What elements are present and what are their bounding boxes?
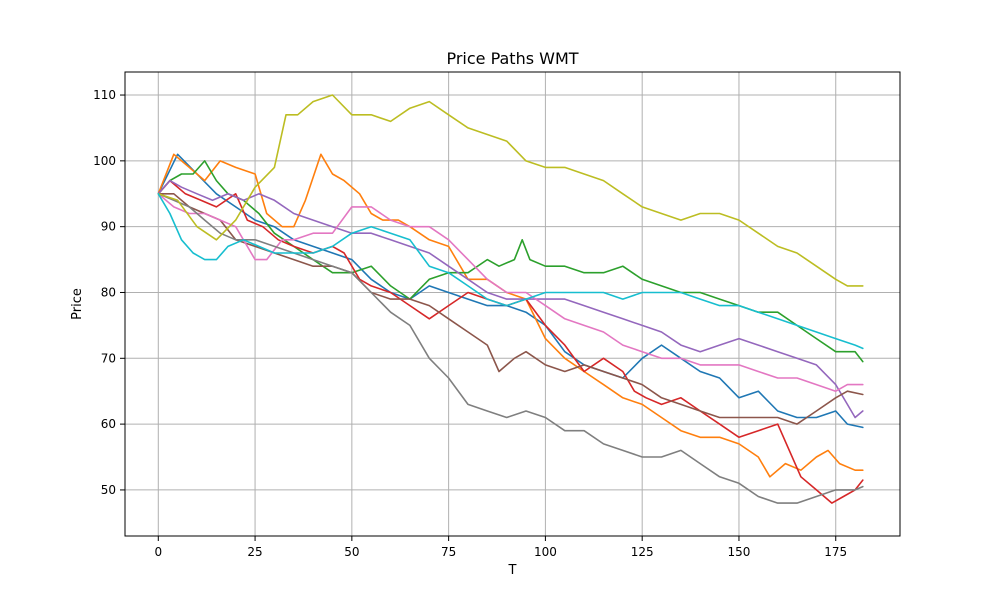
y-tick-label: 100	[93, 154, 116, 168]
x-tick-label: 75	[441, 545, 456, 559]
x-tick-label: 50	[344, 545, 359, 559]
price-path-line-10	[157, 193, 864, 350]
x-tick-label: 0	[154, 545, 162, 559]
price-path-line-7	[157, 193, 864, 393]
x-tick-label: 150	[728, 545, 751, 559]
y-axis-label: Price	[70, 288, 85, 320]
y-tick-label: 110	[93, 88, 116, 102]
plot-frame	[124, 71, 901, 537]
y-tick-label: 60	[101, 417, 116, 431]
x-tick-label: 175	[824, 545, 847, 559]
price-path-line-9	[157, 94, 864, 287]
price-path-line-3	[157, 160, 864, 363]
price-path-line-5	[157, 179, 864, 419]
x-tick-label: 100	[534, 545, 557, 559]
series-layer	[157, 94, 864, 504]
chart-title: Price Paths WMT	[446, 49, 578, 68]
x-tick-label: 25	[247, 545, 262, 559]
price-path-line-2	[157, 153, 864, 478]
y-tick-label: 90	[101, 220, 116, 234]
y-tick-label: 80	[101, 285, 116, 299]
tick-layer: 0 25 50 75 100 125 150 175 50 60 70 80 90 100 110	[93, 88, 847, 559]
price-path-line-4	[157, 179, 864, 504]
y-tick-label: 50	[101, 483, 116, 497]
price-path-line-8	[157, 193, 864, 504]
x-axis-label: T	[508, 563, 517, 578]
y-tick-label: 70	[101, 351, 116, 365]
x-tick-label: 125	[631, 545, 654, 559]
grid-layer	[125, 72, 900, 536]
price-path-line-1	[157, 153, 864, 429]
